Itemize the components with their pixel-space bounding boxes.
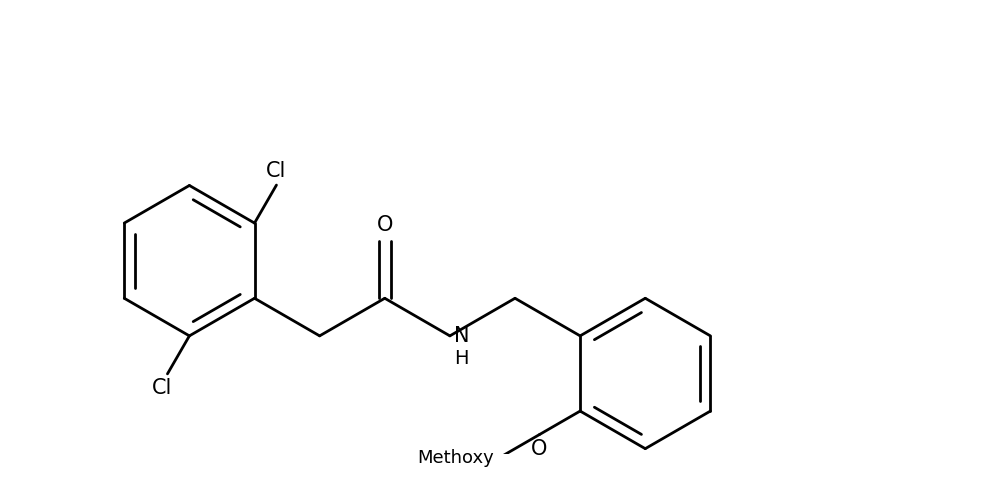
Text: H: H	[453, 349, 468, 368]
Text: N: N	[453, 326, 469, 346]
Text: O: O	[531, 439, 547, 459]
Text: Cl: Cl	[152, 378, 172, 398]
Text: Methoxy: Methoxy	[416, 449, 493, 467]
Text: O: O	[376, 215, 393, 235]
Text: Cl: Cl	[266, 161, 286, 181]
